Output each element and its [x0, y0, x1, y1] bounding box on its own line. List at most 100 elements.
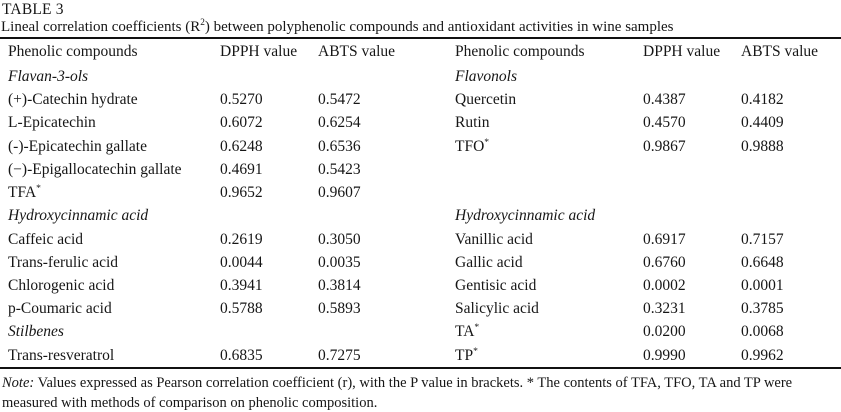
compound-cell: Hydroxycinnamic acid — [455, 204, 643, 227]
cell-text: (+)-Catechin hydrate — [8, 91, 138, 109]
value-cell: 0.9888 — [741, 135, 841, 158]
value-cell — [220, 204, 318, 227]
cell-text: Trans-ferulic acid — [8, 253, 119, 271]
value-cell: 0.6536 — [318, 135, 455, 158]
note-text: Values expressed as Pearson correlation … — [2, 374, 793, 411]
compound-cell: Hydroxycinnamic acid — [8, 204, 220, 227]
caption-text-pre: Lineal correlation coefficients (R — [1, 19, 201, 35]
table-row: Trans-ferulic acid 0.0044 0.0035 Gallic aci… — [0, 251, 841, 274]
cell-text: 0.7157 — [741, 230, 784, 248]
cell-text: Stilbenes — [8, 323, 64, 341]
value-cell: 0.0068 — [741, 320, 841, 343]
value-cell: 0.6254 — [318, 111, 455, 134]
cell-text: 0.4691 — [220, 160, 263, 178]
cell-text: TFA — [8, 184, 37, 202]
value-cell: 0.6760 — [643, 251, 741, 274]
compound-cell: (+)-Catechin hydrate — [8, 88, 220, 111]
value-cell: 0.0001 — [741, 274, 841, 297]
value-cell: 0.3231 — [643, 297, 741, 320]
value-cell — [643, 204, 741, 227]
compound-cell: Trans-ferulic acid — [8, 251, 220, 274]
cell-text: TFO — [455, 137, 485, 155]
compound-cell: Gallic acid — [455, 251, 643, 274]
cell-text: Quercetin — [455, 91, 517, 109]
cell-text: 0.6648 — [741, 253, 784, 271]
value-cell — [741, 204, 841, 227]
compound-cell: Trans-resveratrol — [8, 344, 220, 367]
compound-cell: Caffeic acid — [8, 228, 220, 251]
value-cell: 0.5423 — [318, 158, 455, 181]
cell-text: Trans-resveratrol — [8, 346, 115, 364]
cell-text: 0.3814 — [318, 276, 361, 294]
cell-text: 0.7275 — [318, 346, 361, 364]
cell-text: 0.5472 — [318, 91, 361, 109]
cell-text: 0.5788 — [220, 300, 263, 318]
compound-cell: Rutin — [455, 111, 643, 134]
compound-cell — [455, 181, 643, 204]
cell-text: 0.4387 — [643, 91, 686, 109]
value-cell: 0.6072 — [220, 111, 318, 134]
value-cell: 0.3814 — [318, 274, 455, 297]
value-cell: 0.0035 — [318, 251, 455, 274]
compound-cell: Stilbenes — [8, 320, 220, 343]
rule-below-caption — [0, 37, 841, 39]
cell-text: 0.4570 — [643, 114, 686, 132]
table-body: Flavan-3-ols Flavonols (+)-Catechin hydrat… — [0, 65, 841, 367]
value-cell: 0.3941 — [220, 274, 318, 297]
cell-text: 0.0200 — [643, 323, 686, 341]
value-cell: 0.6917 — [643, 228, 741, 251]
cell-text: 0.9867 — [643, 137, 686, 155]
value-cell: 0.9990 — [643, 344, 741, 367]
cell-text: 0.9990 — [643, 346, 686, 364]
value-cell — [318, 320, 455, 343]
compound-cell: (-)-Epicatechin gallate — [8, 135, 220, 158]
value-cell: 0.6648 — [741, 251, 841, 274]
column-header: ABTS value — [318, 43, 396, 60]
table-row: Hydroxycinnamic acid Hydroxycinnamic acid — [0, 204, 841, 227]
value-cell: 0.6248 — [220, 135, 318, 158]
value-cell — [643, 181, 741, 204]
table-label: TABLE 3 — [2, 1, 64, 18]
cell-text: 0.6917 — [643, 230, 686, 248]
table-row: (+)-Catechin hydrate 0.5270 0.5472 Querceti… — [0, 88, 841, 111]
value-cell: 0.4182 — [741, 88, 841, 111]
cell-text: 0.6254 — [318, 114, 361, 132]
cell-text: 0.3231 — [643, 300, 686, 318]
cell-text: Salicylic acid — [455, 300, 539, 318]
compound-cell: TA* — [455, 320, 643, 343]
value-cell: 0.5893 — [318, 297, 455, 320]
value-cell: 0.7275 — [318, 344, 455, 367]
compound-cell: Vanillic acid — [455, 228, 643, 251]
cell-text: 0.4182 — [741, 91, 784, 109]
table-row: Flavan-3-ols Flavonols — [0, 65, 841, 88]
table-caption: Lineal correlation coefficients (R2) bet… — [0, 18, 841, 36]
cell-text: 0.6536 — [318, 137, 361, 155]
table-row: L-Epicatechin 0.6072 0.6254 Rutin 0.4570 0.44… — [0, 111, 841, 134]
compound-cell: L-Epicatechin — [8, 111, 220, 134]
cell-text: Rutin — [455, 114, 490, 132]
compound-cell: TFO* — [455, 135, 643, 158]
compound-cell: Salicylic acid — [455, 297, 643, 320]
value-cell — [220, 320, 318, 343]
value-cell — [643, 158, 741, 181]
table-row: Chlorogenic acid 0.3941 0.3814 Gentisic aci… — [0, 274, 841, 297]
cell-text: TP — [455, 346, 474, 364]
table-row: Caffeic acid 0.2619 0.3050 Vanillic acid 0.6… — [0, 228, 841, 251]
compound-cell: (−)-Epigallocatechin gallate — [8, 158, 220, 181]
compound-cell: Quercetin — [455, 88, 643, 111]
cell-text: Vanillic acid — [455, 230, 533, 248]
value-cell: 0.3785 — [741, 297, 841, 320]
column-header: Phenolic compounds — [8, 43, 138, 60]
value-cell — [318, 65, 455, 88]
table-header-row: Phenolic compounds DPPH value ABTS value Ph… — [0, 39, 841, 65]
column-header: DPPH value — [643, 43, 721, 60]
compound-cell: Flavan-3-ols — [8, 65, 220, 88]
cell-text: 0.5270 — [220, 91, 263, 109]
cell-text: 0.6248 — [220, 137, 263, 155]
cell-text: 0.9962 — [741, 346, 784, 364]
value-cell — [643, 65, 741, 88]
cell-text: 0.0068 — [741, 323, 784, 341]
table-row: TFA* 0.9652 0.9607 — [0, 181, 841, 204]
cell-text: L-Epicatechin — [8, 114, 96, 132]
caption-text-post: ) between polyphenolic compounds and ant… — [204, 19, 674, 35]
